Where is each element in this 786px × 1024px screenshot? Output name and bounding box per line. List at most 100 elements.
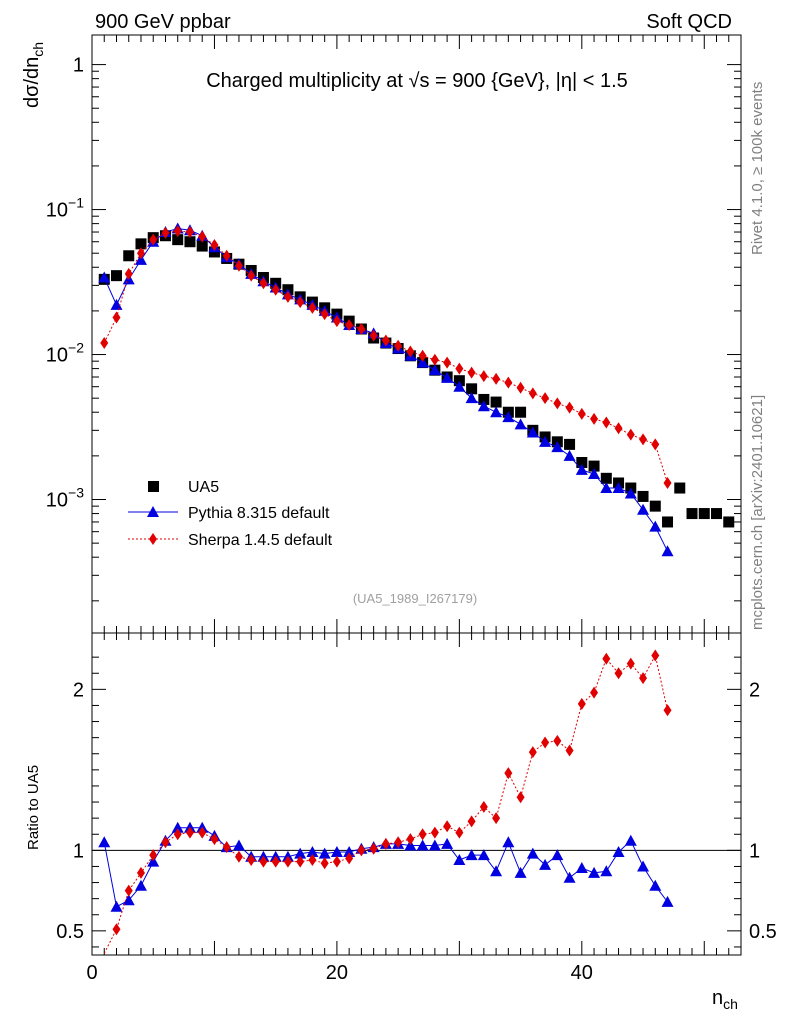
data-point-0 <box>711 508 723 520</box>
ratio-point-0 <box>453 854 466 866</box>
ratio-point-0 <box>330 845 343 857</box>
ratio-point-1 <box>381 837 390 850</box>
ratio-point-1 <box>173 828 182 841</box>
ratio-point-1 <box>626 657 635 670</box>
ratio-point-1 <box>345 852 354 865</box>
main-y-tick-label: 10−1 <box>46 195 84 222</box>
data-point-2 <box>492 372 501 385</box>
data-point-2 <box>467 366 476 379</box>
ratio-plot-series <box>98 649 674 954</box>
ratio-point-1 <box>247 854 256 867</box>
data-point-2 <box>443 356 452 369</box>
ratio-y-tick-label: 0.5 <box>749 921 777 943</box>
data-point-0 <box>674 482 686 494</box>
ratio-point-0 <box>563 871 576 883</box>
ratio-point-1 <box>602 652 611 665</box>
ratio-y-tick-label: 2 <box>749 679 760 701</box>
ratio-point-1 <box>234 850 243 863</box>
data-point-0 <box>662 516 674 528</box>
ratio-point-1 <box>651 649 660 662</box>
ratio-point-0 <box>637 860 650 872</box>
chart-title: Charged multiplicity at √s = 900 {GeV}, … <box>206 70 628 92</box>
ratio-point-1 <box>210 833 219 846</box>
ratio-point-1 <box>504 767 513 780</box>
ratio-point-1 <box>124 884 133 897</box>
ratio-point-1 <box>577 697 586 710</box>
data-point-2 <box>381 334 390 347</box>
ratio-point-0 <box>465 849 478 861</box>
data-point-0 <box>184 236 196 248</box>
ratio-point-0 <box>122 894 135 906</box>
data-point-2 <box>259 277 268 290</box>
data-point-1 <box>441 371 454 383</box>
ratio-point-0 <box>661 895 674 907</box>
data-point-0 <box>453 375 465 387</box>
data-point-2 <box>296 296 305 309</box>
ratio-point-0 <box>171 821 184 833</box>
ratio-point-0 <box>134 879 147 891</box>
data-point-2 <box>651 438 660 451</box>
data-point-2 <box>614 422 623 435</box>
reference-label: (UA5_1989_I267179) <box>353 591 477 606</box>
data-point-0 <box>478 393 490 405</box>
ratio-point-1 <box>296 855 305 868</box>
data-point-0 <box>600 472 612 484</box>
data-point-2 <box>602 416 611 429</box>
x-tick-label: 0 <box>86 962 97 984</box>
legend-label-pythia: Pythia 8.315 default <box>188 505 330 522</box>
ratio-point-0 <box>416 839 429 851</box>
data-point-1 <box>134 253 147 265</box>
ratio-point-0 <box>624 834 637 846</box>
ratio-point-0 <box>612 845 625 857</box>
ratio-plot-frame <box>91 632 742 956</box>
series-line-1 <box>103 228 668 552</box>
data-point-2 <box>210 238 219 251</box>
main-axis-ticks: 1 10−1 10−2 10−3 <box>46 35 742 633</box>
data-point-2 <box>626 428 635 441</box>
ratio-point-1 <box>112 923 121 936</box>
ratio-point-1 <box>308 854 317 867</box>
legend-label-ua5: UA5 <box>188 479 219 496</box>
ratio-point-1 <box>553 734 562 747</box>
ratio-point-0 <box>649 879 662 891</box>
ratio-point-1 <box>394 836 403 849</box>
ratio-point-1 <box>528 746 537 759</box>
data-point-1 <box>624 487 637 499</box>
ratio-point-1 <box>590 686 599 699</box>
main-y-axis-label: dσ/dnch <box>21 42 46 108</box>
ratio-point-0 <box>306 845 319 857</box>
data-point-1 <box>637 503 650 515</box>
data-point-0 <box>637 490 649 502</box>
ratio-point-1 <box>492 812 501 825</box>
ratio-point-1 <box>430 826 439 839</box>
ratio-point-0 <box>514 866 527 878</box>
ratio-point-1 <box>614 667 623 680</box>
data-point-0 <box>564 438 576 450</box>
data-point-1 <box>514 418 527 430</box>
data-point-2 <box>565 401 574 414</box>
data-point-0 <box>490 396 502 408</box>
data-point-2 <box>345 318 354 331</box>
data-point-2 <box>394 339 403 352</box>
ratio-point-1 <box>663 704 672 717</box>
ratio-point-1 <box>406 833 415 846</box>
data-point-2 <box>639 433 648 446</box>
ratio-point-0 <box>588 866 601 878</box>
ratio-point-0 <box>441 837 454 849</box>
main-y-tick-label: 1 <box>73 55 84 77</box>
data-point-0 <box>588 460 600 472</box>
ratio-point-1 <box>259 855 268 868</box>
ratio-point-0 <box>110 900 123 912</box>
data-point-2 <box>357 323 366 336</box>
ratio-point-1 <box>198 826 207 839</box>
data-point-1 <box>98 271 111 283</box>
header-right: Soft QCD <box>646 11 732 33</box>
data-point-1 <box>490 406 503 418</box>
data-point-2 <box>369 329 378 342</box>
data-point-2 <box>590 412 599 425</box>
data-point-2 <box>553 397 562 410</box>
data-point-2 <box>541 392 550 405</box>
legend-marker-ua5 <box>148 481 159 492</box>
data-point-0 <box>649 500 661 512</box>
